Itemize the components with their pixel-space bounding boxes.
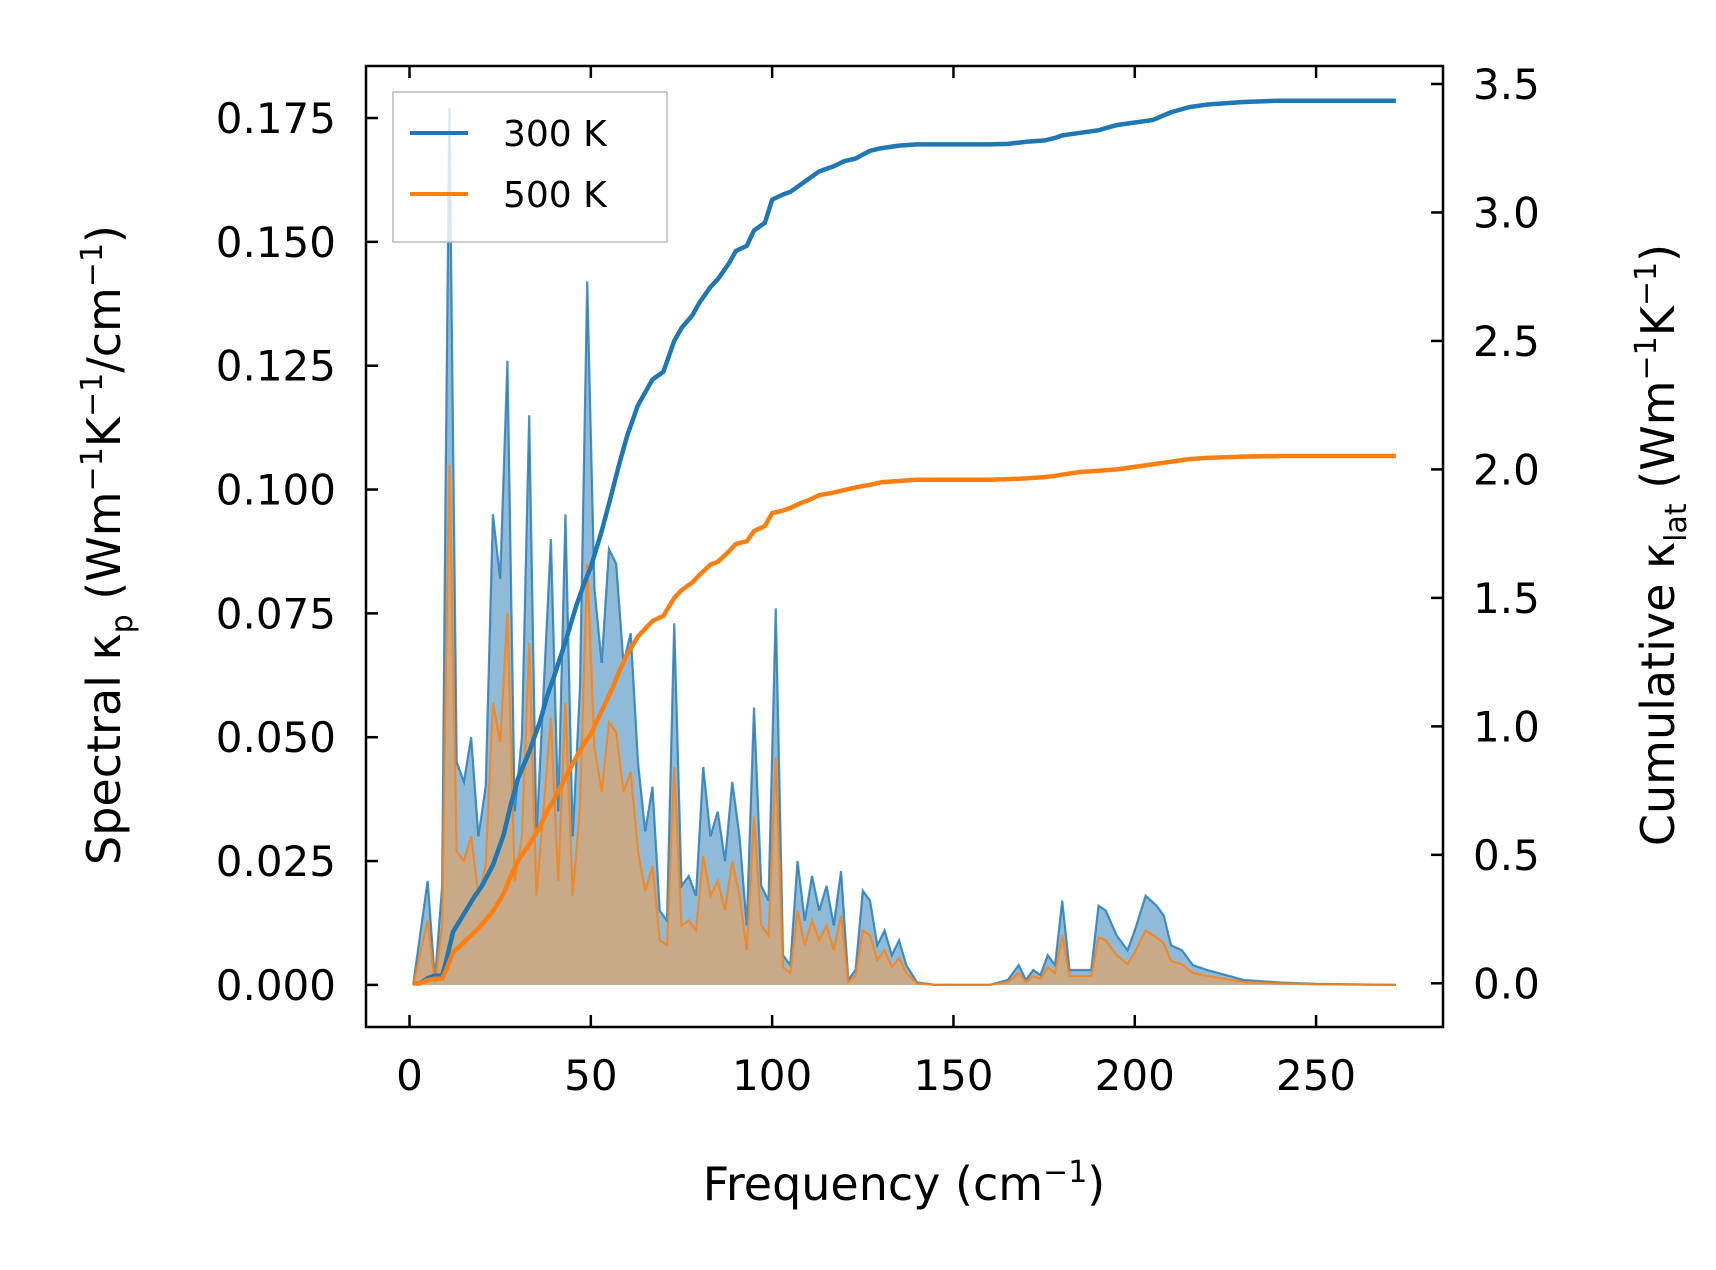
y-left-tick-label: 0.150 [216, 218, 336, 267]
y-axis-right-title: Cumulative κlat (Wm−1K−1) [1629, 244, 1694, 846]
plot-frame [364, 64, 1445, 1029]
cumulative-line-500k [413, 453, 1396, 986]
x-tick-label: 0 [396, 1051, 423, 1100]
y-axis-left-title: Spectral κp (Wm−1K−1/cm−1) [75, 225, 140, 865]
x-tick-label: 250 [1276, 1051, 1356, 1100]
x-tick-label: 150 [913, 1051, 993, 1100]
y-right-tick-label: 3.5 [1473, 60, 1540, 109]
x-tick-label: 200 [1095, 1051, 1175, 1100]
legend-label-300k: 300 K [503, 114, 608, 155]
y-left-tick-label: 0.050 [216, 713, 336, 762]
y-left-tick-label: 0.175 [216, 94, 336, 143]
y-right-tick-label: 2.0 [1473, 445, 1540, 494]
y-right-tick-label: 0.0 [1473, 959, 1540, 1008]
spectral-line-300k [412, 108, 1396, 986]
y-left-tick-label: 0.025 [216, 837, 336, 886]
tick-labels: 0 50 100 150 200 250 0.000 0.025 0.050 0.075 0.100… [216, 60, 1540, 1100]
x-tick-label: 50 [564, 1051, 617, 1100]
y-right-tick-label: 1.0 [1473, 702, 1540, 751]
y-left-tick-label: 0.000 [216, 961, 336, 1010]
y-left-tick-label: 0.100 [216, 466, 336, 515]
x-axis-title: Frequency (cm−1) [703, 1155, 1106, 1211]
y-right-tick-label: 0.5 [1473, 831, 1540, 880]
spectral-line-500k [412, 464, 1396, 986]
legend-frame [392, 91, 668, 243]
y-right-tick-label: 2.5 [1473, 317, 1540, 366]
y-left-tick-label: 0.125 [216, 342, 336, 391]
x-tick-label: 100 [732, 1051, 812, 1100]
y-right-tick-label: 3.0 [1473, 188, 1540, 237]
plot-area [412, 98, 1396, 986]
legend-label-500k: 500 K [503, 175, 608, 216]
cumulative-line-300k [413, 98, 1396, 986]
axes [364, 64, 1445, 1029]
y-left-tick-label: 0.075 [216, 589, 336, 638]
legend: 300 K 500 K [392, 91, 668, 243]
y-right-tick-label: 1.5 [1473, 574, 1540, 623]
